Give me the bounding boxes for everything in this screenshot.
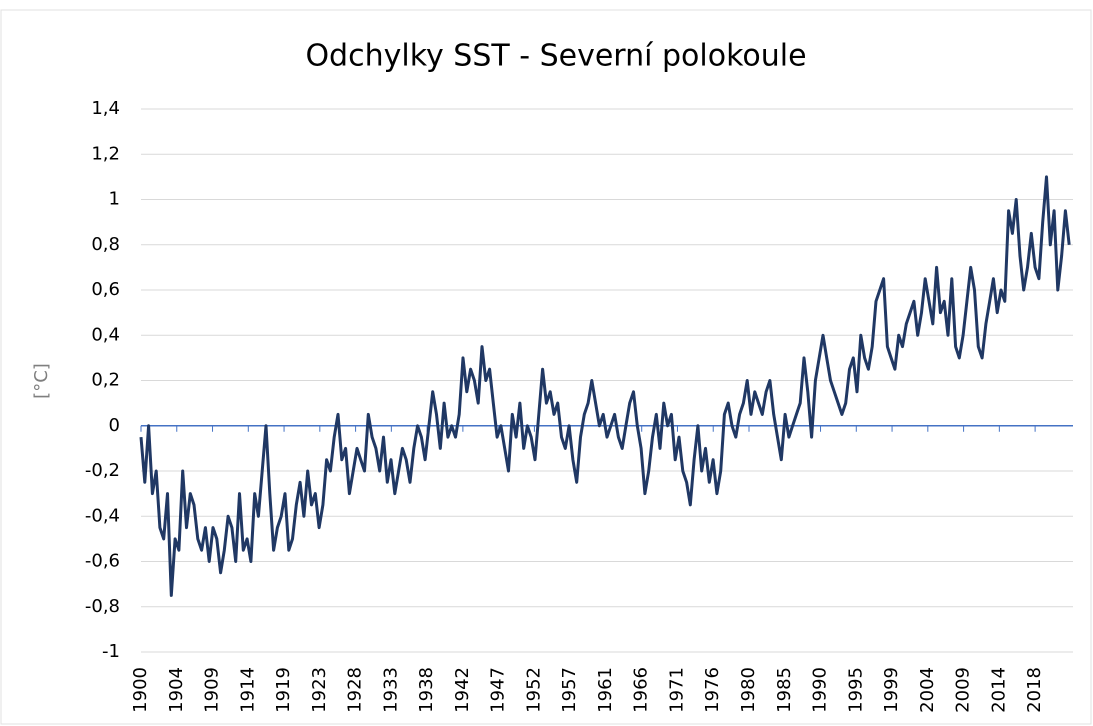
chart-frame <box>0 9 1092 725</box>
x-tick-label: 1900 <box>130 667 151 713</box>
y-axis-label: [°C] <box>31 363 52 399</box>
x-tick-label: 1971 <box>666 667 687 713</box>
x-tick-label: 2014 <box>988 667 1009 713</box>
x-tick-label: 1942 <box>452 667 473 713</box>
x-tick-label: 2018 <box>1024 667 1045 713</box>
x-tick-label: 1938 <box>416 667 437 713</box>
x-tick-label: 1923 <box>309 667 330 713</box>
x-tick-label: 1980 <box>738 667 759 713</box>
y-tick-label: 0,4 <box>91 324 120 345</box>
y-tick-label: 1,2 <box>91 143 120 164</box>
x-tick-label: 1995 <box>845 667 866 713</box>
y-tick-label: 0 <box>109 415 120 436</box>
x-tick-label: 1966 <box>631 667 652 713</box>
y-tick-label: -1 <box>102 641 120 662</box>
x-tick-label: 1990 <box>810 667 831 713</box>
x-tick-label: 1914 <box>237 667 258 713</box>
y-tick-label: -0,6 <box>85 551 120 572</box>
x-tick-label: 1919 <box>273 667 294 713</box>
x-tick-label: 1961 <box>595 667 616 713</box>
y-tick-label: 0,2 <box>91 370 120 391</box>
y-tick-label: 1 <box>109 189 120 210</box>
x-tick-label: 1976 <box>702 667 723 713</box>
y-tick-label: 0,6 <box>91 279 120 300</box>
x-tick-label: 2004 <box>917 667 938 713</box>
data-line <box>139 175 1071 597</box>
x-tick-label: 1985 <box>774 667 795 713</box>
y-tick-label: 0,8 <box>91 234 120 255</box>
x-tick-label: 1952 <box>523 667 544 713</box>
y-tick-label: -0,2 <box>85 460 120 481</box>
x-tick-label: 1904 <box>166 667 187 713</box>
chart-title: Odchylky SST - Severní polokoule <box>305 39 806 74</box>
x-tick-label: 1909 <box>202 667 223 713</box>
x-tick-label: 1947 <box>488 667 509 713</box>
x-tick-label: 1933 <box>380 667 401 713</box>
x-tick-label: 2009 <box>953 667 974 713</box>
x-tick-label: 1957 <box>559 667 580 713</box>
y-tick-label: -0,8 <box>85 596 120 617</box>
y-tick-label: -0,4 <box>85 505 120 526</box>
x-tick-label: 1928 <box>345 667 366 713</box>
y-tick-label: 1,4 <box>91 98 120 119</box>
x-tick-label: 1999 <box>881 667 902 713</box>
